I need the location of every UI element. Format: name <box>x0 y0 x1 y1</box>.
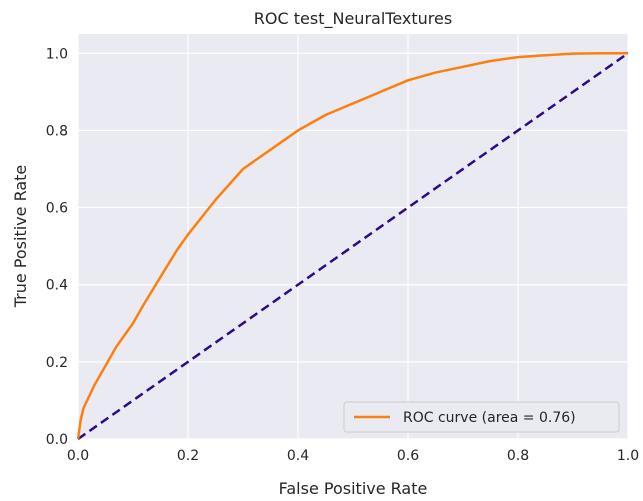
x-tick-label: 0.4 <box>287 448 309 464</box>
chart-title: ROC test_NeuralTextures <box>254 9 452 29</box>
grid-lines <box>77 34 629 440</box>
series-group <box>76 52 629 441</box>
tick-labels: 0.0 0.2 0.4 0.6 0.8 1.0 0.0 0.2 0.4 0.6 0.8 1.0 <box>46 46 639 464</box>
legend: ROC curve (area = 0.76) <box>343 401 620 433</box>
x-tick-label: 1.0 <box>617 448 639 464</box>
y-tick-label: 1.0 <box>46 46 68 62</box>
legend-label-roc-curve: ROC curve (area = 0.76) <box>403 410 576 426</box>
x-tick-label: 0.6 <box>397 448 419 464</box>
plot-area <box>78 34 628 439</box>
y-tick-label: 0.6 <box>46 201 68 217</box>
x-tick-label: 0.0 <box>67 448 89 464</box>
y-tick-label: 0.8 <box>46 123 68 139</box>
x-tick-label: 0.2 <box>177 448 199 464</box>
roc-curve-line <box>76 52 628 440</box>
x-tick-label: 0.8 <box>507 448 529 464</box>
x-axis-label: False Positive Rate <box>279 479 428 498</box>
legend-box <box>343 401 620 433</box>
y-tick-label: 0.0 <box>46 432 68 448</box>
y-tick-label: 0.4 <box>46 278 68 294</box>
y-tick-label: 0.2 <box>46 355 68 371</box>
y-axis-label: True Positive Rate <box>11 165 30 309</box>
